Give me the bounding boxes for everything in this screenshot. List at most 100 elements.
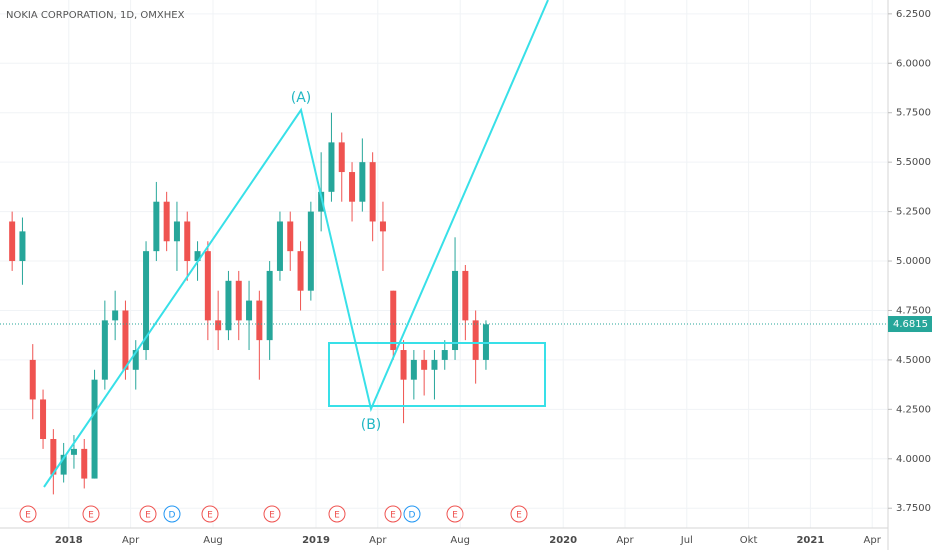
event-label: E: [269, 511, 275, 521]
event-label: E: [88, 511, 94, 521]
candle-body: [379, 221, 386, 232]
candle-body: [287, 221, 294, 252]
x-tick-label: Jul: [680, 535, 693, 546]
x-tick-label: Apr: [616, 535, 634, 546]
last-price-label: 4.6815: [893, 319, 928, 330]
event-label: E: [452, 511, 458, 521]
abc-drawing: [43, 0, 549, 488]
y-tick-label: 3.7500: [896, 503, 931, 514]
candle-body: [163, 201, 170, 242]
y-tick-label: 6.0000: [896, 58, 931, 69]
candle-body: [91, 379, 98, 479]
candle-body: [462, 270, 469, 321]
x-tick-label: 2018: [55, 535, 83, 546]
x-tick-label: Okt: [740, 535, 758, 546]
x-tick-label: Apr: [122, 535, 140, 546]
candle-body: [297, 251, 304, 291]
candle-body: [328, 142, 335, 192]
candle-body: [421, 359, 428, 370]
candle-body: [276, 221, 283, 271]
candle-body: [400, 350, 407, 380]
zone-box: [328, 342, 546, 407]
candle-body: [452, 270, 459, 351]
y-tick-label: 5.0000: [896, 256, 931, 267]
candle-body: [40, 399, 47, 440]
event-marker: [446, 505, 464, 523]
candle-body: [390, 290, 397, 351]
candle-body: [472, 320, 479, 360]
event-marker: [403, 505, 421, 523]
y-tick-label: 6.2500: [896, 9, 931, 20]
candle-body: [359, 162, 366, 202]
candle-body: [112, 310, 119, 321]
candle-body: [307, 211, 314, 291]
y-tick-label: 4.2500: [896, 404, 931, 415]
candle-body: [29, 359, 36, 400]
candle-body: [338, 142, 345, 173]
event-label: E: [25, 511, 31, 521]
wave-label: (B): [361, 417, 382, 433]
x-tick-label: Aug: [450, 535, 470, 546]
event-marker: [19, 505, 37, 523]
y-tick-label: 4.0000: [896, 454, 931, 465]
candle-body: [50, 439, 57, 475]
event-label: D: [169, 511, 176, 521]
candle-body: [349, 172, 356, 202]
candle-body: [19, 231, 26, 262]
candle-body: [441, 350, 448, 360]
candle-body: [81, 448, 88, 479]
wave-label: (A): [291, 90, 312, 106]
y-tick-label: 5.7500: [896, 108, 931, 119]
candle-body: [215, 320, 222, 331]
candle-body: [70, 448, 77, 455]
candle-body: [184, 221, 191, 262]
candle-body: [204, 251, 211, 321]
event-marker: [328, 505, 346, 523]
event-marker: [82, 505, 100, 523]
y-tick-label: 5.5000: [896, 157, 931, 168]
event-label: E: [334, 511, 340, 521]
candle-body: [101, 320, 108, 380]
last-price-box: [888, 316, 932, 333]
x-tick-label: 2020: [549, 535, 577, 546]
event-marker: [139, 505, 157, 523]
candle-body: [132, 350, 139, 370]
x-tick-label: Apr: [864, 535, 882, 546]
candle-body: [256, 300, 263, 341]
event-label: E: [516, 511, 522, 521]
event-label: E: [207, 511, 213, 521]
candle-body: [266, 270, 273, 341]
y-tick-label: 4.5000: [896, 355, 931, 366]
candle-body: [194, 251, 201, 262]
event-label: E: [390, 511, 396, 521]
y-tick-label: 4.7500: [896, 305, 931, 316]
candle-body: [173, 221, 180, 242]
event-label: E: [145, 511, 151, 521]
grid: [0, 0, 888, 528]
candle-body: [369, 162, 376, 222]
candle-body: [122, 310, 129, 370]
candle-body: [225, 280, 232, 331]
candle-body: [9, 221, 16, 262]
event-marker: [263, 505, 281, 523]
candle-body: [235, 280, 242, 321]
y-tick-label: 5.2500: [896, 207, 931, 218]
event-marker: [384, 505, 402, 523]
chart-title: NOKIA CORPORATION, 1D, OMXHEX: [6, 10, 185, 21]
axes: 3.7500 4.0000 4.2500 4.5000 4.7500 5.0000 5.25…: [55, 9, 932, 546]
event-marker: [201, 505, 219, 523]
candle-body: [431, 359, 438, 370]
candle-body: [153, 201, 160, 252]
candle-body: [60, 454, 67, 475]
candle-body: [143, 251, 150, 351]
x-tick-label: 2021: [796, 535, 824, 546]
candle-body: [410, 359, 417, 380]
x-tick-label: 2019: [302, 535, 330, 546]
candle-body: [246, 300, 253, 321]
event-marker: [510, 505, 528, 523]
candle-body: [318, 191, 325, 212]
x-tick-label: Apr: [369, 535, 387, 546]
candles: [0, 112, 888, 495]
